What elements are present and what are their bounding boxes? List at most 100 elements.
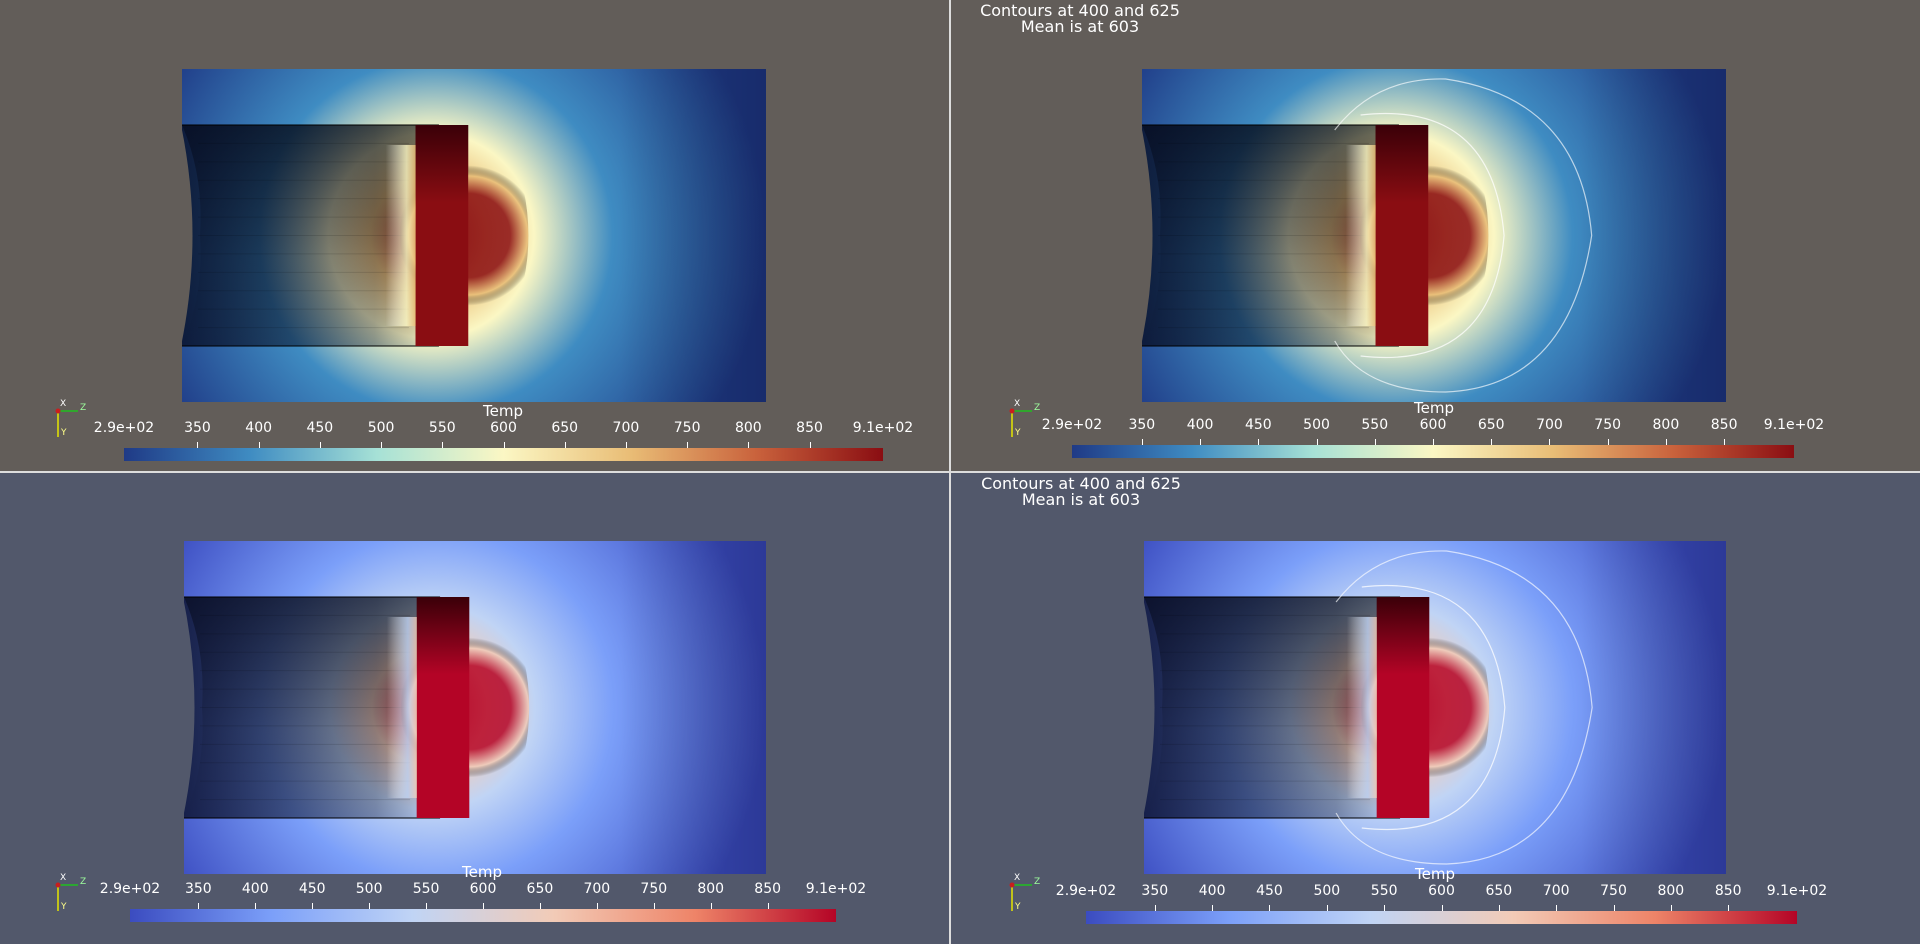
axis-z-label: Z <box>80 403 87 413</box>
colorbar-tick-label: 650 <box>551 420 579 436</box>
axis-x-label: X <box>60 399 67 409</box>
colorbar-tick-label: 450 <box>306 420 334 436</box>
render-view-top-left[interactable]: X Z Y Temp 2.9e+02 9.1e+02 350 400 450 500 550… <box>0 0 949 471</box>
colorbar-tick-label: 850 <box>1710 417 1738 433</box>
title-line-2: Mean is at 603 <box>1021 490 1141 509</box>
view-divider-horizontal[interactable] <box>0 471 1920 473</box>
render-view-top-right[interactable]: Contours at 400 and 625 Mean is at 603 X… <box>951 0 1920 471</box>
axes-glyph <box>55 882 78 911</box>
temperature-field <box>181 69 766 402</box>
colorbar-tick-label: 550 <box>428 420 456 436</box>
orientation-axes: X Z Y <box>52 399 92 445</box>
axes-glyph <box>1009 882 1032 911</box>
warm-band <box>385 145 416 326</box>
colorbar-tick-mark <box>1498 905 1500 911</box>
heater-block-front <box>416 597 470 818</box>
colorbar-tick-mark <box>1549 439 1551 445</box>
colorbar <box>124 448 883 461</box>
colorbar-tick-mark <box>564 442 566 448</box>
colorbar-title: Temp <box>462 863 502 881</box>
colorbar-max-label: 9.1e+02 <box>1763 417 1825 433</box>
colorbar-min-label: 2.9e+02 <box>99 881 161 897</box>
contour-400 <box>1335 550 1593 865</box>
colorbar-tick-label: 450 <box>1244 417 1272 433</box>
colorbar-tick-mark <box>1670 905 1672 911</box>
colorbar-tick-label: 750 <box>1600 883 1627 899</box>
colorbar-tick-label: 400 <box>1198 883 1226 899</box>
colorbar-tick-label: 350 <box>1128 417 1156 433</box>
render-view-bottom-left[interactable]: X Z Y Temp 2.9e+02 9.1e+02 350 400 450 500 550… <box>0 473 949 944</box>
colorbar-tick-label: 850 <box>754 881 782 897</box>
colorbar-tick-label: 350 <box>1141 883 1169 899</box>
colorbar-tick-label: 450 <box>1256 883 1283 899</box>
colorbar-max-label: 9.1e+02 <box>805 881 867 897</box>
colorbar-tick-mark <box>198 903 200 909</box>
orientation-axes: X Z Y <box>52 873 92 919</box>
axis-y-label: Y <box>61 428 67 438</box>
colorbar-tick-mark <box>1258 439 1260 445</box>
colorbar-tick-mark <box>1607 439 1609 445</box>
heater-block-front <box>415 125 469 346</box>
colorbar-min-label: 2.9e+02 <box>1055 883 1117 899</box>
colorbar-title: Temp <box>483 402 523 420</box>
colorbar-tick-mark <box>1433 439 1434 445</box>
contour-400 <box>1334 78 1593 393</box>
colorbar <box>1072 445 1794 458</box>
temperature-field-with-contours <box>1143 541 1726 874</box>
axis-x-label: X <box>1014 399 1021 409</box>
colorbar-tick-label: 500 <box>355 881 383 897</box>
colorbar-tick-label: 500 <box>1303 417 1330 433</box>
colorbar-tick-mark <box>539 903 541 909</box>
render-view-bottom-right[interactable]: Contours at 400 and 625 Mean is at 603 X… <box>951 473 1920 944</box>
colorbar-tick-label: 550 <box>412 881 440 897</box>
colorbar-tick-mark <box>625 442 627 448</box>
colorbar-min-label: 2.9e+02 <box>93 420 155 436</box>
colorbar-tick-mark <box>653 903 655 909</box>
colorbar <box>1086 911 1797 924</box>
temperature-field <box>183 541 766 874</box>
colorbar-min-label: 2.9e+02 <box>1041 417 1103 433</box>
axis-x-label: X <box>1014 873 1021 883</box>
colorbar-tick-mark <box>1728 905 1730 911</box>
colorbar-tick-mark <box>369 903 371 909</box>
colorbar-tick-label: 650 <box>1477 417 1505 433</box>
colorbar-tick-label: 750 <box>1594 417 1622 433</box>
colorbar-tick-label: 750 <box>673 420 701 436</box>
axes-glyph <box>55 408 78 437</box>
colorbar-tick-mark <box>1665 439 1667 445</box>
axis-x-label: X <box>60 873 67 883</box>
colorbar-tick-mark <box>1269 905 1271 911</box>
colorbar-tick-label: 700 <box>612 420 640 436</box>
colorbar-tick-label: 550 <box>1370 883 1398 899</box>
colorbar-tick-mark <box>809 442 811 448</box>
colorbar-tick-label: 600 <box>1428 883 1455 899</box>
colorbar-tick-label: 800 <box>734 420 762 436</box>
colorbar-tick-mark <box>1374 439 1376 445</box>
orientation-axes: X Z Y <box>1006 399 1046 445</box>
axis-z-label: Z <box>1034 403 1041 413</box>
colorbar-tick-label: 450 <box>298 881 326 897</box>
colorbar-tick-label: 650 <box>526 881 554 897</box>
colorbar-tick-label: 400 <box>1186 417 1214 433</box>
colorbar-tick-label: 700 <box>1536 417 1563 433</box>
warm-band <box>1346 617 1377 798</box>
pipe-inlet-cutout <box>1141 125 1153 346</box>
colorbar-tick-mark <box>1441 905 1443 911</box>
colorbar-tick-label: 800 <box>1657 883 1685 899</box>
orientation-axes: X Z Y <box>1006 873 1046 919</box>
colorbar-tick-mark <box>596 903 598 909</box>
colorbar-tick-mark <box>312 903 314 909</box>
colorbar-tick-label: 700 <box>583 881 611 897</box>
colorbar-tick-mark <box>255 903 257 909</box>
view-title: Contours at 400 and 625 Mean is at 603 <box>961 476 1201 508</box>
title-line-1: Contours at 400 and 625 <box>981 474 1181 493</box>
colorbar-tick-mark <box>710 903 712 909</box>
axis-y-label: Y <box>61 902 67 912</box>
axis-z-label: Z <box>1034 877 1041 887</box>
colorbar-tick-label: 500 <box>367 420 395 436</box>
pipe-inlet-cutout <box>183 597 195 818</box>
colorbar <box>130 909 836 922</box>
colorbar-tick-mark <box>767 903 769 909</box>
axis-z-label: Z <box>80 877 87 887</box>
colorbar-tick-mark <box>748 442 750 448</box>
